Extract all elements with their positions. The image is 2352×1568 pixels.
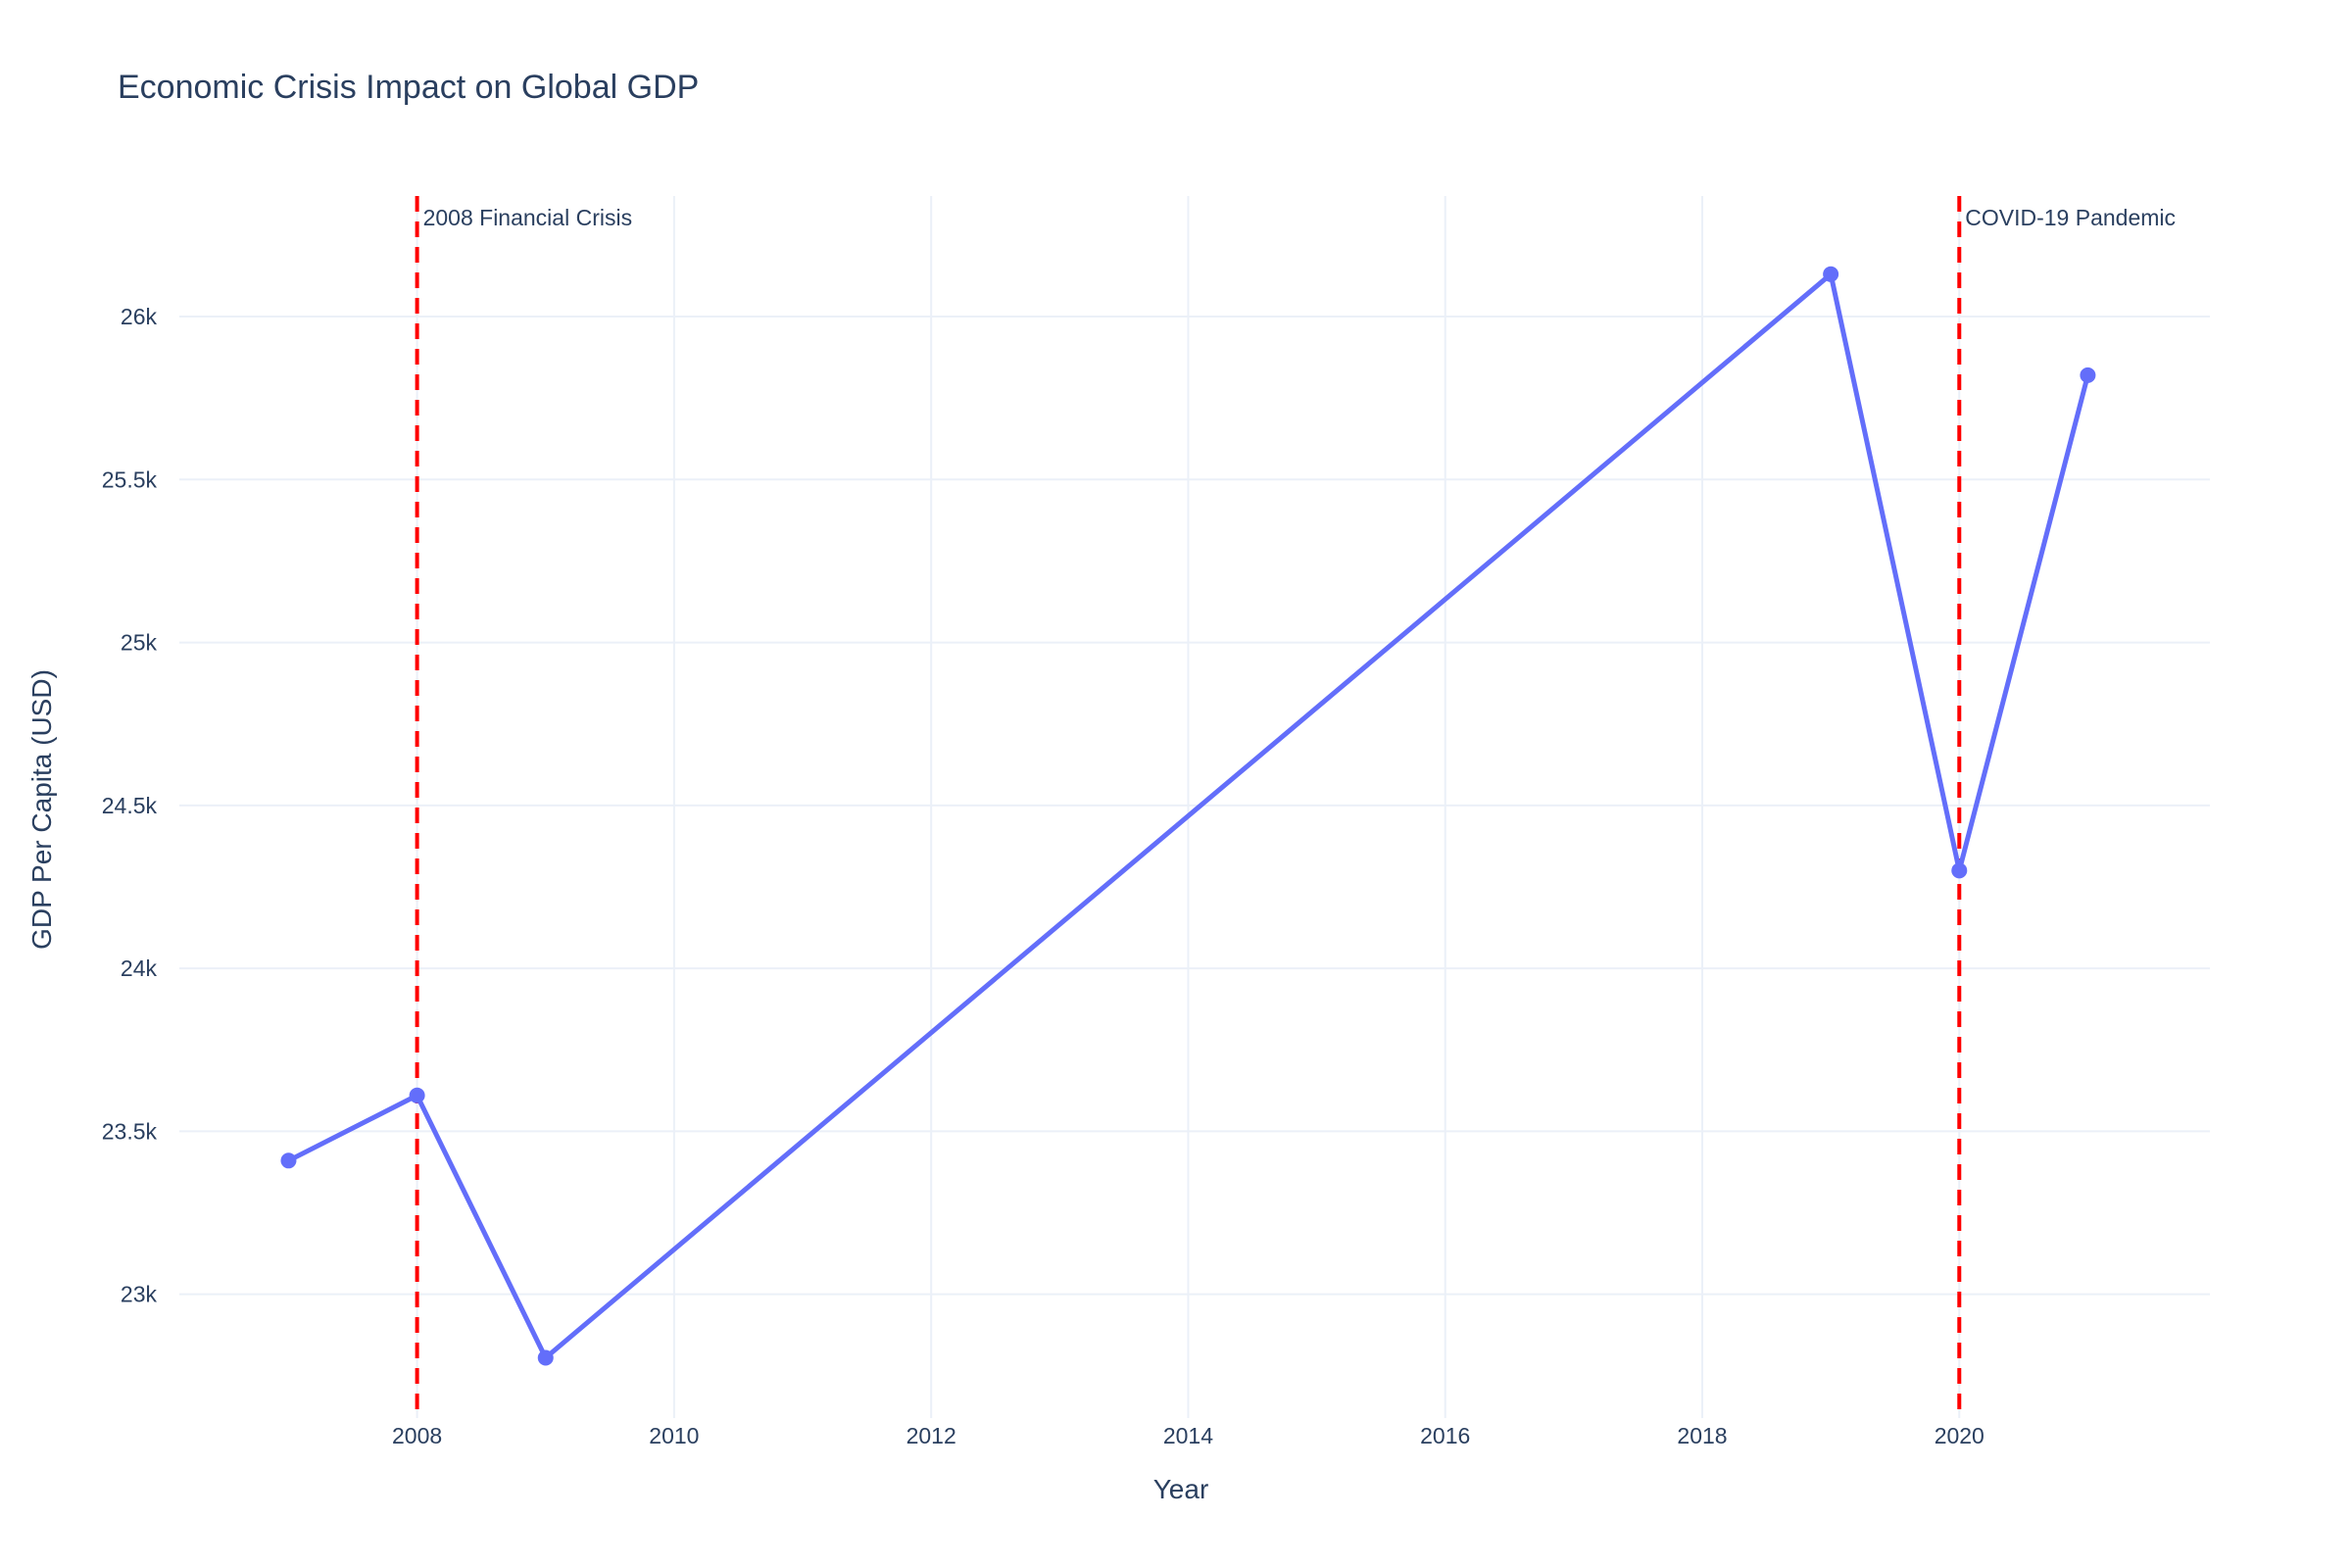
gridlines <box>179 196 2210 1418</box>
y-tick-label: 23k <box>121 1282 158 1307</box>
x-tick-label: 2018 <box>1677 1423 1727 1448</box>
data-point[interactable] <box>280 1152 297 1169</box>
y-tick-label: 24k <box>121 956 158 981</box>
data-point[interactable] <box>2080 367 2096 383</box>
x-tick-label: 2020 <box>1935 1423 1984 1448</box>
crisis-annotation: COVID-19 Pandemic <box>1965 205 2176 230</box>
x-axis-title: Year <box>1153 1474 1209 1504</box>
x-tick-label: 2014 <box>1163 1423 1213 1448</box>
x-tick-label: 2016 <box>1420 1423 1470 1448</box>
chart-title: Economic Crisis Impact on Global GDP <box>118 69 699 106</box>
data-point[interactable] <box>1823 266 1839 282</box>
y-axis-title: GDP Per Capita (USD) <box>26 669 57 950</box>
tick-labels: 2008 2010 2012 2014 2016 2018 2020 23k 23.5k 24k 2… <box>102 304 1984 1448</box>
x-tick-label: 2012 <box>906 1423 956 1448</box>
data-point[interactable] <box>1951 862 1968 879</box>
y-tick-label: 25k <box>121 630 158 656</box>
crisis-markers: 2008 Financial Crisis COVID-19 Pandemic <box>415 196 2176 1418</box>
data-point[interactable] <box>409 1087 425 1103</box>
y-tick-label: 24.5k <box>102 793 158 818</box>
x-tick-label: 2008 <box>392 1423 442 1448</box>
x-tick-label: 2010 <box>649 1423 699 1448</box>
y-tick-label: 25.5k <box>102 466 158 492</box>
y-tick-label: 26k <box>121 304 158 329</box>
gdp-series-line <box>287 271 2090 1360</box>
series-layer <box>280 266 2096 1366</box>
crisis-annotation: 2008 Financial Crisis <box>423 205 632 230</box>
y-tick-label: 23.5k <box>102 1118 158 1144</box>
data-point[interactable] <box>537 1349 554 1366</box>
